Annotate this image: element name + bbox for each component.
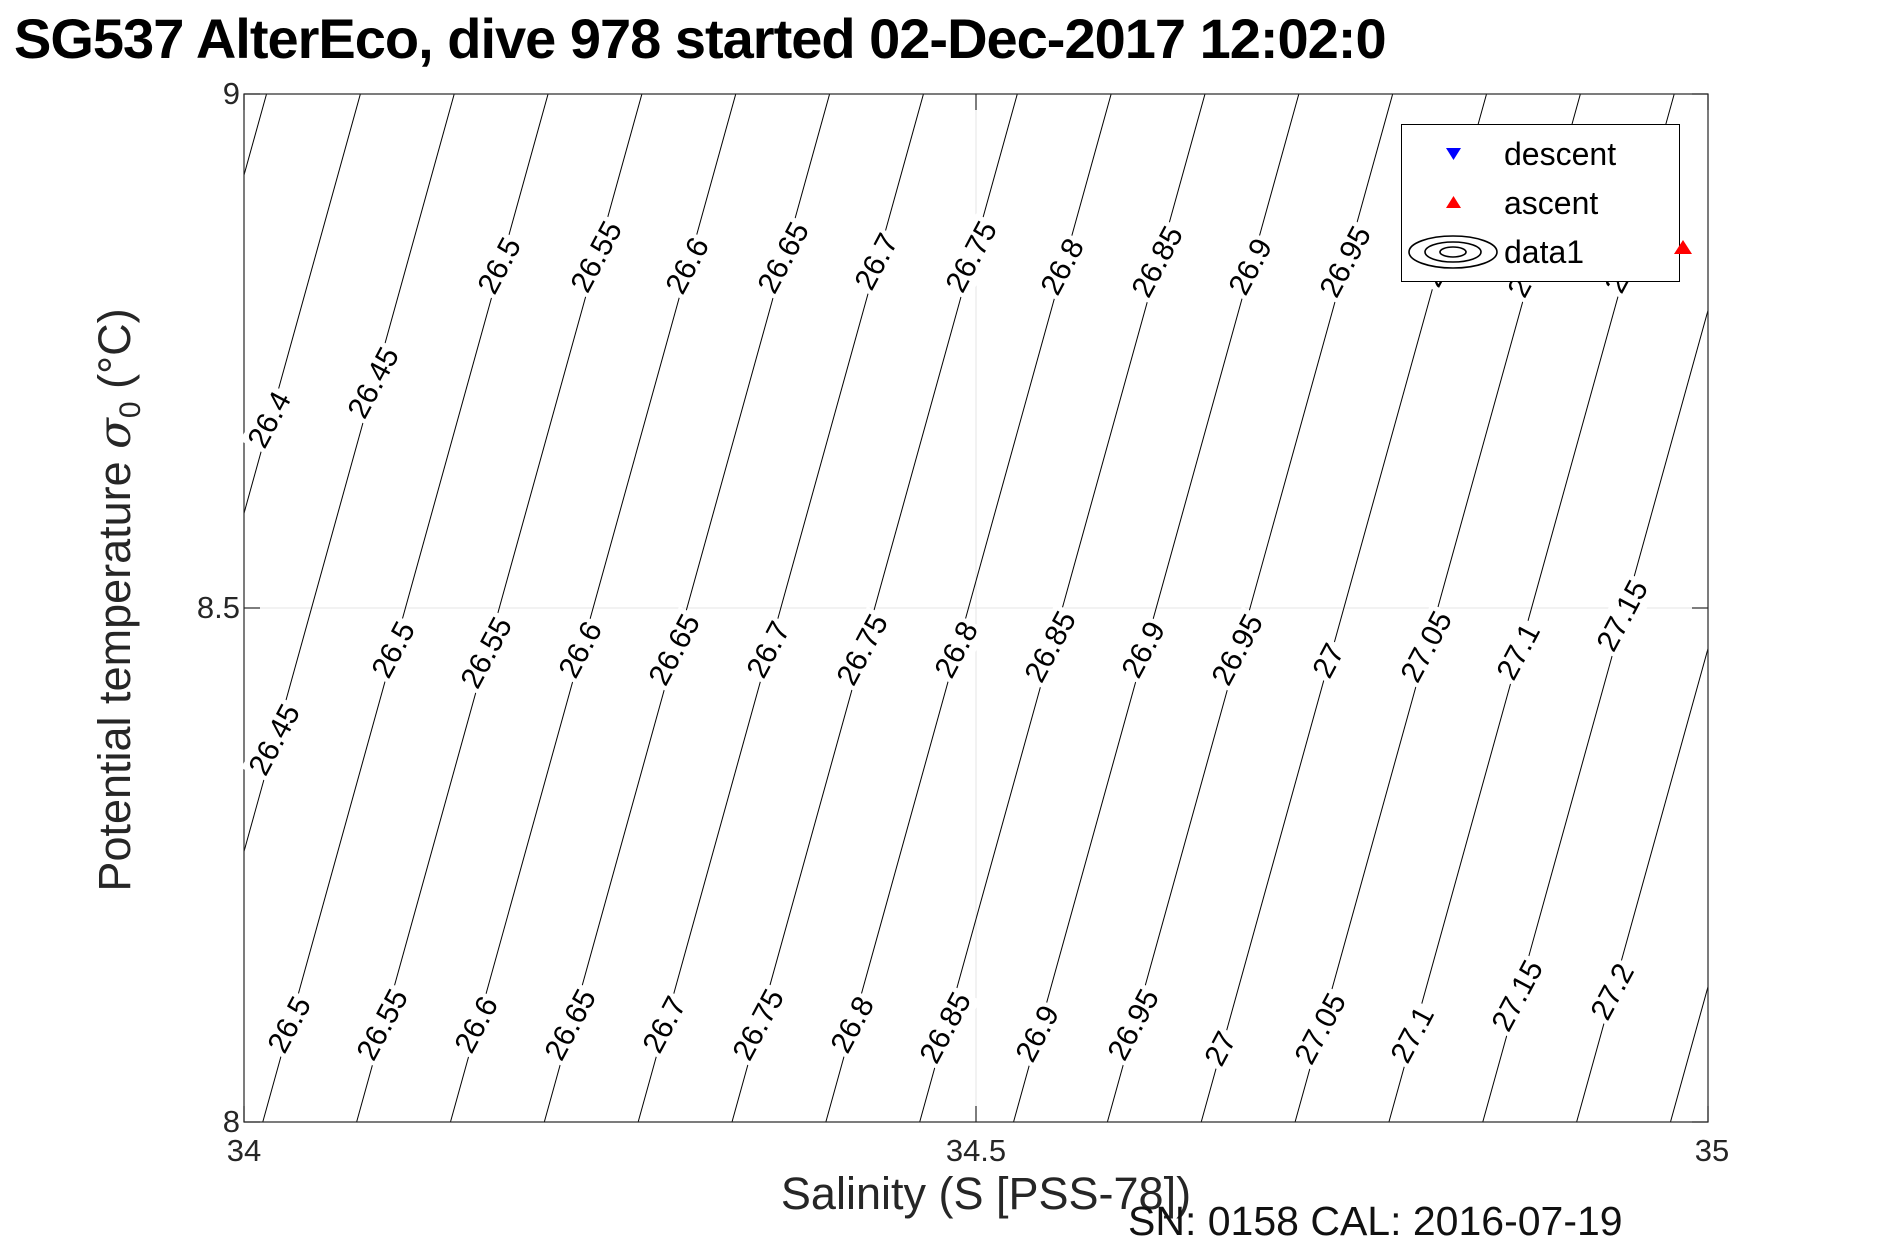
legend-item-ascent[interactable]: ascent [1402, 178, 1679, 227]
chart-title: SG537 AlterEco, dive 978 started 02-Dec-… [14, 7, 1387, 70]
x-tick-34-5: 34.5 [945, 1133, 1007, 1168]
triangle-up-icon [1402, 195, 1504, 210]
contour-rings-icon [1402, 233, 1504, 271]
x-axis-label: Salinity (S [PSS-78]) [780, 1168, 1192, 1219]
x-tick-34: 34 [226, 1133, 262, 1168]
x-tick-35: 35 [1694, 1133, 1730, 1168]
legend-item-data1[interactable]: data1 [1402, 228, 1679, 277]
y-tick-8-5: 8.5 [196, 590, 240, 625]
serial-calibration-annotation: SN: 0158 CAL: 2016-07-19 [1128, 1198, 1623, 1244]
legend-label-descent: descent [1504, 135, 1617, 172]
ascent-data-marker[interactable] [1671, 237, 1695, 257]
contour-line [243, 93, 268, 176]
contour-line [1576, 648, 1709, 1123]
legend-label-ascent: ascent [1504, 184, 1599, 221]
legend[interactable]: descent ascent data1 [1401, 124, 1680, 282]
y-tick-8: 8 [222, 1104, 240, 1139]
contour-line [243, 93, 361, 514]
contour-line [1482, 310, 1709, 1123]
triangle-down-icon [1402, 146, 1504, 161]
legend-label-data1: data1 [1504, 234, 1585, 271]
legend-item-descent[interactable]: descent [1402, 129, 1679, 178]
contour-line [1669, 986, 1709, 1123]
y-tick-9: 9 [222, 76, 240, 111]
contour-line [243, 93, 455, 852]
